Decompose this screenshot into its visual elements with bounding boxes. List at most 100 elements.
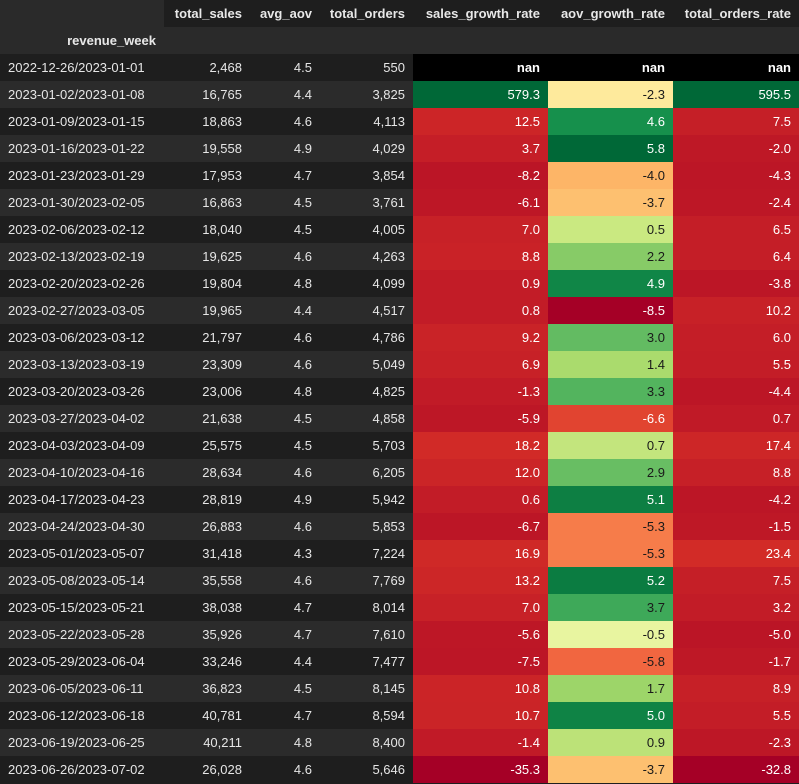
index-name-row: revenue_week (0, 27, 799, 54)
cell-total-orders-rate: 3.2 (673, 594, 799, 621)
cell-total-orders-rate: 5.5 (673, 351, 799, 378)
row-index-label: 2023-06-26/2023-07-02 (0, 756, 164, 783)
cell-total-orders-rate: 10.2 (673, 297, 799, 324)
row-index-label: 2023-03-06/2023-03-12 (0, 324, 164, 351)
table-row: 2023-06-05/2023-06-11 36,823 4.5 8,145 10.8 1… (0, 675, 799, 702)
table-row: 2023-05-22/2023-05-28 35,926 4.7 7,610 -5.6-… (0, 621, 799, 648)
cell-sales-growth-rate: -6.7 (413, 513, 548, 540)
cell-sales-growth-rate: -6.1 (413, 189, 548, 216)
cell-total-orders-rate: 0.7 (673, 405, 799, 432)
cell-total-orders-rate: 6.5 (673, 216, 799, 243)
cell-total-orders: 4,005 (320, 216, 413, 243)
row-index-label: 2023-04-03/2023-04-09 (0, 432, 164, 459)
cell-aov-growth-rate: -3.7 (548, 756, 673, 783)
cell-total-orders: 4,825 (320, 378, 413, 405)
cell-total-orders: 8,145 (320, 675, 413, 702)
cell-total-orders: 5,703 (320, 432, 413, 459)
table-row: 2023-04-03/2023-04-09 25,575 4.5 5,703 18.2 0… (0, 432, 799, 459)
row-index-label: 2023-06-12/2023-06-18 (0, 702, 164, 729)
cell-sales-growth-rate: 0.9 (413, 270, 548, 297)
table-body: 2022-12-26/2023-01-01 2,468 4.5 550 nan nan na… (0, 54, 799, 783)
cell-avg-aov: 4.6 (250, 108, 320, 135)
table-row: 2023-02-20/2023-02-26 19,804 4.8 4,099 0.9 4.… (0, 270, 799, 297)
cell-total-orders: 7,769 (320, 567, 413, 594)
table-row: 2023-06-12/2023-06-18 40,781 4.7 8,594 10.7 5… (0, 702, 799, 729)
row-index-label: 2023-03-27/2023-04-02 (0, 405, 164, 432)
row-index-label: 2022-12-26/2023-01-01 (0, 54, 164, 81)
cell-aov-growth-rate: -3.7 (548, 189, 673, 216)
row-index-label: 2023-06-05/2023-06-11 (0, 675, 164, 702)
table-row: 2023-04-10/2023-04-16 28,634 4.6 6,205 12.0 2… (0, 459, 799, 486)
cell-total-orders: 7,477 (320, 648, 413, 675)
cell-total-orders: 4,263 (320, 243, 413, 270)
cell-total-orders: 4,099 (320, 270, 413, 297)
cell-aov-growth-rate: 2.2 (548, 243, 673, 270)
cell-avg-aov: 4.8 (250, 378, 320, 405)
cell-total-sales: 23,309 (164, 351, 250, 378)
cell-total-sales: 21,797 (164, 324, 250, 351)
cell-avg-aov: 4.7 (250, 621, 320, 648)
cell-sales-growth-rate: 0.6 (413, 486, 548, 513)
cell-total-orders: 3,854 (320, 162, 413, 189)
cell-total-orders-rate: 7.5 (673, 567, 799, 594)
table-row: 2023-02-27/2023-03-05 19,965 4.4 4,517 0.8 -8… (0, 297, 799, 324)
cell-total-orders: 4,517 (320, 297, 413, 324)
table-row: 2023-01-09/2023-01-15 18,863 4.6 4,113 12.5 4… (0, 108, 799, 135)
cell-total-orders: 7,224 (320, 540, 413, 567)
cell-total-sales: 16,863 (164, 189, 250, 216)
cell-sales-growth-rate: -7.5 (413, 648, 548, 675)
cell-total-sales: 26,028 (164, 756, 250, 783)
cell-aov-growth-rate: 5.8 (548, 135, 673, 162)
cell-sales-growth-rate: -5.9 (413, 405, 548, 432)
row-index-label: 2023-05-08/2023-05-14 (0, 567, 164, 594)
cell-aov-growth-rate: 2.9 (548, 459, 673, 486)
cell-total-sales: 19,625 (164, 243, 250, 270)
cell-total-sales: 40,781 (164, 702, 250, 729)
cell-aov-growth-rate: -4.0 (548, 162, 673, 189)
cell-total-orders-rate: -2.4 (673, 189, 799, 216)
cell-total-orders-rate: nan (673, 54, 799, 81)
cell-total-orders: 6,205 (320, 459, 413, 486)
row-index-label: 2023-06-19/2023-06-25 (0, 729, 164, 756)
row-index-label: 2023-04-17/2023-04-23 (0, 486, 164, 513)
cell-aov-growth-rate: -5.3 (548, 540, 673, 567)
cell-total-sales: 2,468 (164, 54, 250, 81)
cell-total-orders: 8,014 (320, 594, 413, 621)
column-header: total_orders (320, 0, 413, 27)
table-row: 2023-01-02/2023-01-08 16,765 4.4 3,825 579.3… (0, 81, 799, 108)
row-index-label: 2023-02-06/2023-02-12 (0, 216, 164, 243)
cell-sales-growth-rate: 8.8 (413, 243, 548, 270)
cell-avg-aov: 4.6 (250, 459, 320, 486)
cell-aov-growth-rate: 0.9 (548, 729, 673, 756)
cell-total-sales: 19,558 (164, 135, 250, 162)
cell-total-orders: 8,400 (320, 729, 413, 756)
row-index-label: 2023-02-13/2023-02-19 (0, 243, 164, 270)
cell-aov-growth-rate: -2.3 (548, 81, 673, 108)
cell-total-orders-rate: 6.4 (673, 243, 799, 270)
row-index-label: 2023-04-10/2023-04-16 (0, 459, 164, 486)
table-row: 2023-03-27/2023-04-02 21,638 4.5 4,858 -5.9-… (0, 405, 799, 432)
cell-total-sales: 31,418 (164, 540, 250, 567)
cell-total-sales: 35,558 (164, 567, 250, 594)
cell-avg-aov: 4.5 (250, 405, 320, 432)
row-index-label: 2023-03-13/2023-03-19 (0, 351, 164, 378)
cell-total-sales: 23,006 (164, 378, 250, 405)
cell-total-orders: 5,049 (320, 351, 413, 378)
table-row: 2023-03-20/2023-03-26 23,006 4.8 4,825 -1.3 3… (0, 378, 799, 405)
cell-sales-growth-rate: 0.8 (413, 297, 548, 324)
cell-aov-growth-rate: -6.6 (548, 405, 673, 432)
cell-total-orders: 5,646 (320, 756, 413, 783)
cell-total-sales: 28,819 (164, 486, 250, 513)
cell-avg-aov: 4.7 (250, 702, 320, 729)
cell-total-orders: 4,029 (320, 135, 413, 162)
cell-avg-aov: 4.9 (250, 486, 320, 513)
table-row: 2023-05-01/2023-05-07 31,418 4.3 7,224 16.9-… (0, 540, 799, 567)
row-index-label: 2023-01-30/2023-02-05 (0, 189, 164, 216)
cell-aov-growth-rate: nan (548, 54, 673, 81)
cell-avg-aov: 4.6 (250, 513, 320, 540)
cell-total-orders-rate: -2.3 (673, 729, 799, 756)
cell-aov-growth-rate: 5.2 (548, 567, 673, 594)
cell-aov-growth-rate: 0.5 (548, 216, 673, 243)
cell-avg-aov: 4.4 (250, 81, 320, 108)
cell-total-sales: 35,926 (164, 621, 250, 648)
